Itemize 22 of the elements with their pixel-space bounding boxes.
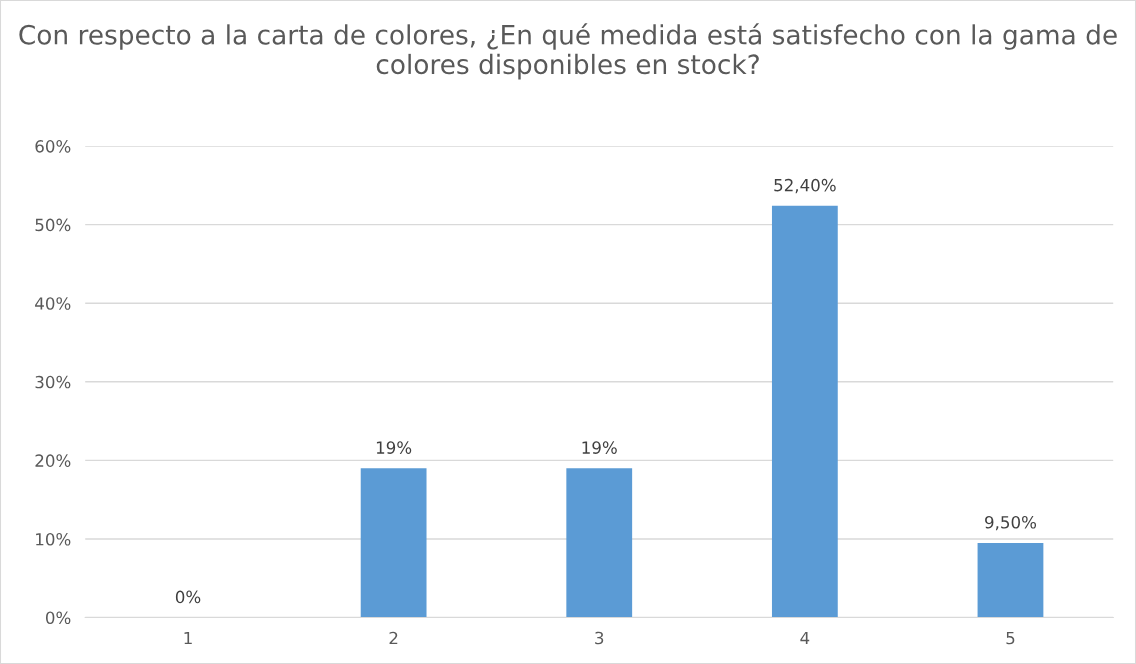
data-label: 0% (175, 590, 201, 604)
y-tick-label: 10% (36, 532, 71, 546)
bar (360, 468, 427, 618)
y-tick-label: 20% (35, 454, 71, 467)
bar (977, 542, 1044, 618)
x-tick-label: 2 (389, 631, 398, 645)
data-label: 19% (376, 441, 412, 454)
y-tick-label: 60% (35, 140, 71, 153)
bar (771, 205, 838, 618)
x-tick-label: 1 (184, 631, 192, 645)
data-label: 52,40% (774, 178, 836, 194)
y-tick-label: 40% (35, 297, 71, 310)
bar (566, 468, 633, 618)
x-tick-label: 5 (1006, 631, 1015, 645)
chart-title: Con respecto a la carta de colores, ¿En qué medida está satisfecho con la gama de colores disponibles en stock? (19, 23, 1117, 80)
data-label: 19% (582, 441, 617, 454)
x-tick-label: 3 (595, 631, 604, 645)
y-tick-label: 50% (35, 218, 71, 232)
y-tick-label: 0% (45, 611, 71, 625)
y-tick-label: 30% (35, 375, 71, 389)
data-label: 9,50% (985, 515, 1037, 531)
x-tick-label: 4 (800, 631, 810, 645)
